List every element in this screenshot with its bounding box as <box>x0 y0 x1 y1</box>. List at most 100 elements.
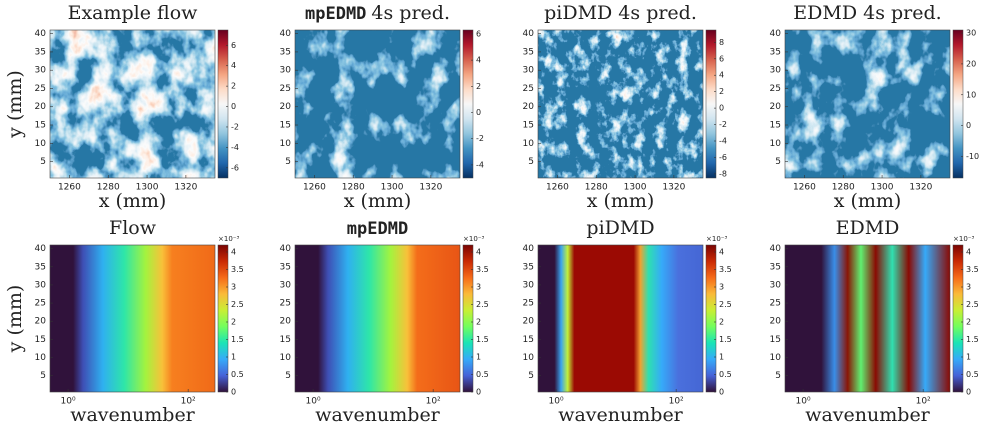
plot-frame <box>537 29 704 179</box>
y-tick-label: 15 <box>770 121 781 131</box>
x-tick-label: 1260 <box>303 183 326 193</box>
colorbar-tick-label: -8 <box>719 169 727 178</box>
colorbar-tick-label: 8 <box>719 38 724 47</box>
field <box>538 30 703 178</box>
colorbar-offset: ×10⁻³ <box>706 235 727 243</box>
x-tick-label: 1280 <box>97 183 120 193</box>
y-tick-label: 20 <box>280 317 292 327</box>
y-tick-label: 25 <box>35 299 46 309</box>
x-tick-label: 1320 <box>909 183 932 193</box>
y-tick-label: 20 <box>35 317 47 327</box>
y-tick-label: 25 <box>770 84 781 94</box>
title-text: piDMD <box>586 217 654 239</box>
title-text: Flow <box>109 217 157 239</box>
colorbar-tick-label: 2 <box>966 318 971 327</box>
y-tick-label: 30 <box>523 280 535 290</box>
colorbar-tick-label: 0 <box>476 108 481 117</box>
colorbar-tick-label: 1.5 <box>231 335 244 344</box>
colorbar <box>705 244 717 393</box>
field <box>50 245 215 392</box>
colorbar-tick-label: 6 <box>476 29 481 38</box>
y-tick-label: 35 <box>35 47 46 57</box>
field <box>538 245 703 392</box>
y-tick-label: 25 <box>280 84 291 94</box>
y-tick-label: 30 <box>770 66 782 76</box>
plot-frame <box>537 244 704 393</box>
colorbar-tick-label: -2 <box>476 134 484 143</box>
colorbar-tick-label: 4 <box>476 248 481 257</box>
colorbar-tick-label: 6 <box>231 41 236 50</box>
y-tick-label: 5 <box>528 157 534 167</box>
title-text: Example flow <box>68 2 199 24</box>
y-tick-label: 5 <box>285 371 291 381</box>
field <box>785 30 950 178</box>
y-tick-label: 20 <box>770 102 782 112</box>
y-tick-label: 30 <box>523 66 535 76</box>
colorbar-tick-label: 2 <box>719 318 724 327</box>
colorbar-tick-label: -10 <box>966 152 979 161</box>
colorbar-tick-label: 3 <box>231 283 236 292</box>
colorbar-tick-label: 2 <box>719 87 724 96</box>
colorbar <box>217 29 229 179</box>
colorbar-tick-label: -4 <box>231 143 239 152</box>
y-tick-label: 5 <box>775 157 781 167</box>
colorbar <box>462 244 474 393</box>
colorbar-tick-label: 1 <box>231 353 236 362</box>
x-tick-label: 1260 <box>546 183 569 193</box>
colorbar-tick-label: 2.5 <box>476 300 489 309</box>
colorbar-tick-label: 0.5 <box>966 370 979 379</box>
y-tick-label: 25 <box>770 299 781 309</box>
x-tick-label: 10⁰ <box>61 397 76 407</box>
colorbar-tick-label: 3 <box>719 283 724 292</box>
title-code: mpEDMD <box>347 219 408 239</box>
y-tick-label: 15 <box>770 335 781 345</box>
panel-title: piDMD 4s pred. <box>544 2 697 24</box>
colorbar-tick-label: 0 <box>231 102 236 111</box>
panel-title: EDMD <box>836 217 900 239</box>
title-text: piDMD 4s pred. <box>544 2 697 24</box>
x-axis-label: wavenumber <box>70 404 195 426</box>
y-tick-label: 15 <box>280 335 291 345</box>
x-tick-label: 10² <box>426 397 441 407</box>
title-text: 4s pred. <box>371 2 450 24</box>
colorbar <box>705 29 717 179</box>
y-tick-label: 40 <box>770 29 782 39</box>
colorbar-tick-label: 0 <box>966 121 971 130</box>
y-tick-label: 10 <box>35 139 47 149</box>
colorbar <box>952 29 964 179</box>
panel-title: piDMD <box>586 217 654 239</box>
colorbar-tick-label: 1 <box>476 353 481 362</box>
y-tick-label: 10 <box>523 139 535 149</box>
y-tick-label: 35 <box>35 262 46 272</box>
colorbar-tick-label: 0 <box>719 104 724 113</box>
colorbar-tick-label: 1.5 <box>476 335 489 344</box>
colorbar-tick-label: -2 <box>231 122 239 131</box>
x-axis-label: wavenumber <box>805 404 930 426</box>
y-tick-label: 30 <box>280 66 292 76</box>
y-tick-label: 5 <box>40 157 46 167</box>
colorbar-tick-label: 3 <box>966 283 971 292</box>
colorbar-offset: ×10⁻³ <box>953 235 974 243</box>
y-tick-label: 10 <box>770 139 782 149</box>
colorbar-tick-label: 4 <box>231 248 236 257</box>
colorbar-tick-label: 1.5 <box>719 335 732 344</box>
panel-title: Example flow <box>68 2 199 24</box>
colorbar-offset: ×10⁻³ <box>218 235 239 243</box>
colorbar-tick-label: 1.5 <box>966 335 979 344</box>
colorbar-tick-label: -2 <box>719 120 727 129</box>
y-tick-label: 35 <box>280 47 291 57</box>
y-tick-label: 10 <box>523 353 535 363</box>
y-tick-label: 25 <box>523 299 534 309</box>
colorbar-tick-label: 4 <box>719 71 724 80</box>
title-text: EDMD 4s pred. <box>793 2 941 24</box>
x-tick-label: 1280 <box>342 183 365 193</box>
colorbar-tick-label: 2 <box>231 318 236 327</box>
x-tick-label: 1280 <box>832 183 855 193</box>
colorbar-tick-label: 3.5 <box>476 265 489 274</box>
x-tick-label: 1300 <box>871 183 894 193</box>
colorbar-tick-label: 0 <box>476 388 481 397</box>
colorbar-tick-label: 2.5 <box>231 300 244 309</box>
colorbar-tick-label: 4 <box>476 56 481 65</box>
x-axis-label: x (mm) <box>834 190 902 212</box>
